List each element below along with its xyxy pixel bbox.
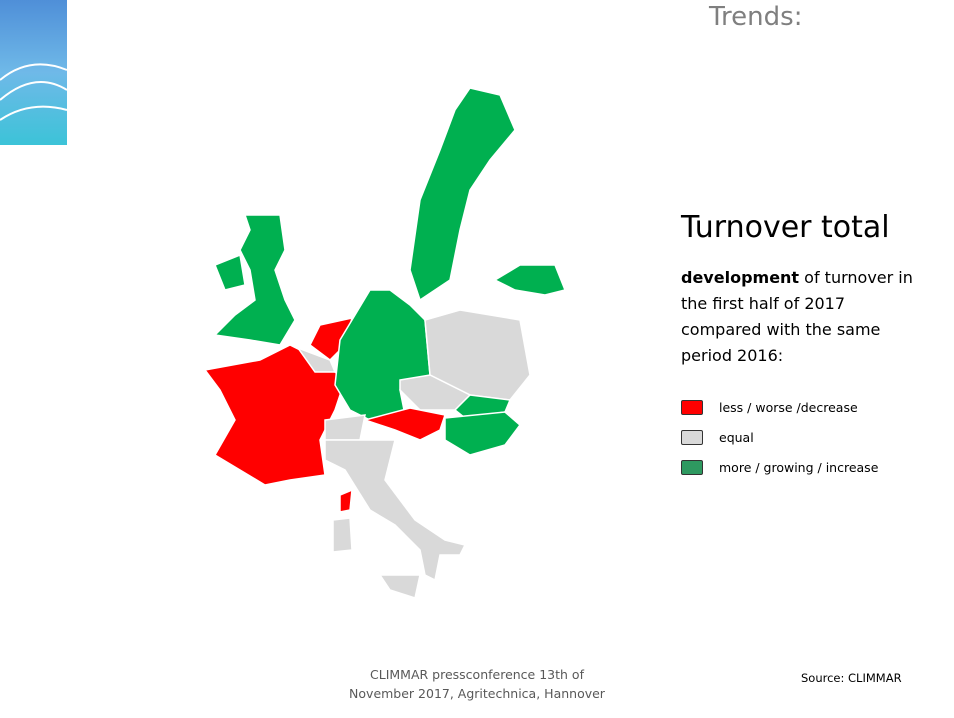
legend-label: equal (719, 430, 754, 445)
legend-swatch (681, 400, 703, 415)
italy (324, 439, 467, 582)
legend-swatch (681, 430, 703, 445)
heading: Turnover total (681, 210, 890, 245)
legend-label: less / worse /decrease (719, 400, 858, 415)
sicily (378, 574, 421, 599)
uk (213, 214, 296, 346)
austria (362, 407, 446, 441)
hungary (444, 411, 522, 456)
ireland (214, 253, 246, 291)
description-text: of turnover in the first half of 2017 co… (681, 268, 913, 365)
countries (203, 87, 567, 599)
corsica (339, 488, 353, 513)
scandinavia (409, 87, 516, 302)
finland (493, 264, 567, 296)
legend-label: more / growing / increase (719, 460, 879, 475)
legend-item: less / worse /decrease (681, 400, 858, 415)
france (203, 344, 346, 486)
slide-title: Trends: (709, 2, 803, 32)
belgium (295, 346, 337, 373)
legend-item: equal (681, 430, 754, 445)
description: development of turnover in the first hal… (681, 265, 921, 369)
logo-lines (0, 63, 68, 121)
switzerland (324, 414, 366, 441)
sardinia (332, 517, 353, 553)
source: Source: CLIMMAR (801, 671, 902, 685)
description-bold: development (681, 268, 800, 287)
footer: CLIMMAR pressconference 13th of November… (349, 667, 605, 701)
legend-item: more / growing / increase (681, 460, 878, 475)
legend-swatch (681, 460, 703, 475)
